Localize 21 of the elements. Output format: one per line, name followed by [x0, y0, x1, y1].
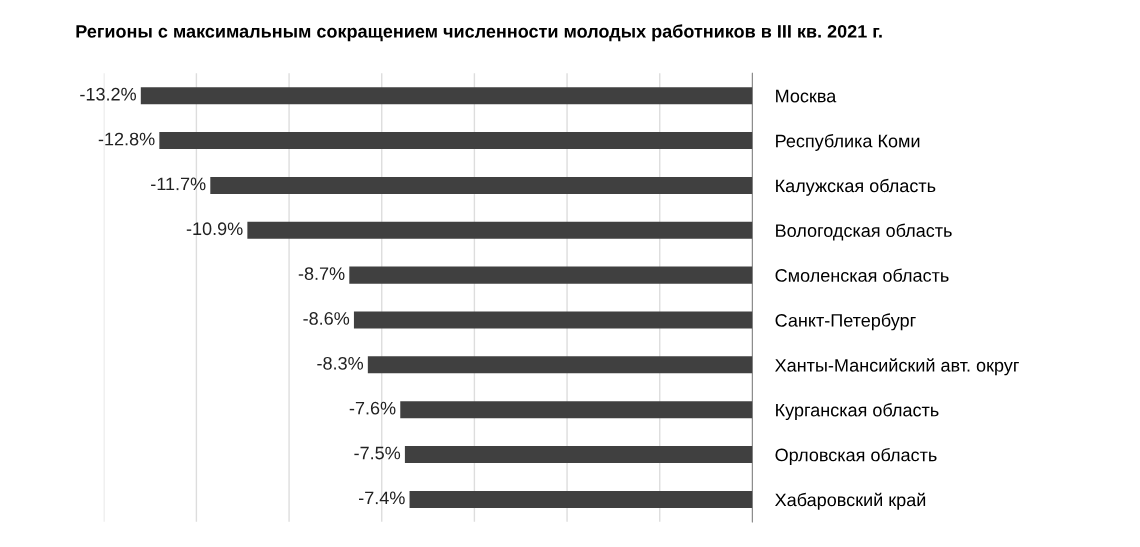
y-tick-label: Смоленская область [775, 268, 949, 282]
data-label: -13.2% [80, 87, 136, 101]
y-tick-label: Вологодская область [776, 223, 952, 241]
y-tick-label: Санкт-Петербург [775, 313, 916, 331]
data-label: -7.6% [349, 401, 396, 415]
data-label: -10.9% [186, 222, 243, 236]
data-label: -8.3% [317, 356, 364, 370]
y-tick-label: Калужская область [776, 178, 936, 196]
y-tick-label: Хабаровский край [775, 492, 926, 510]
y-tick-label: Республика Коми [776, 133, 920, 151]
y-tick-label: Ханты-Мансийский авт. округ [775, 358, 1019, 376]
data-label: -7.5% [354, 446, 401, 460]
y-tick-label: Москва [776, 89, 837, 103]
data-label: -12.8% [98, 132, 155, 146]
data-label: -7.4% [359, 491, 405, 505]
data-label: -8.7% [298, 267, 345, 280]
data-label: -8.6% [303, 312, 350, 325]
data-label: -11.7% [151, 177, 206, 191]
chart-title: Регионы с максимальным сокращением численности молодых работников в III кв. 2021 г. [76, 24, 882, 42]
y-tick-label: Орловская область [775, 447, 937, 465]
y-tick-label: Курганская область [776, 403, 939, 421]
